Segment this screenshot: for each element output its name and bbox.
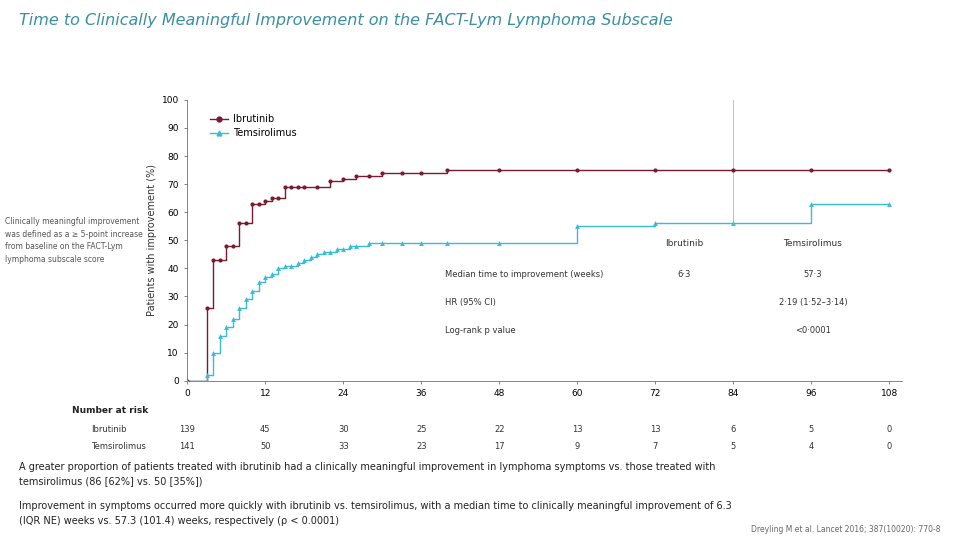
Text: 57·3: 57·3 (804, 270, 823, 279)
Text: 50: 50 (260, 442, 271, 451)
Legend: Ibrutinib, Temsirolimus: Ibrutinib, Temsirolimus (206, 110, 300, 142)
Text: Log-rank p value: Log-rank p value (444, 326, 516, 335)
Text: 22: 22 (494, 425, 505, 434)
Text: 13: 13 (572, 425, 583, 434)
Text: 17: 17 (494, 442, 505, 451)
Text: Ibrutinib: Ibrutinib (91, 425, 127, 434)
Text: Ibrutinib: Ibrutinib (665, 239, 704, 248)
Text: 2·19 (1·52–3·14): 2·19 (1·52–3·14) (779, 298, 848, 307)
Text: 33: 33 (338, 442, 348, 451)
Text: HR (95% CI): HR (95% CI) (444, 298, 495, 307)
Text: Number at risk: Number at risk (72, 406, 148, 415)
Text: Time to Clinically Meaningful Improvement on the FACT-Lym Lymphoma Subscale: Time to Clinically Meaningful Improvemen… (19, 14, 673, 29)
Text: 23: 23 (416, 442, 426, 451)
Text: 141: 141 (180, 442, 195, 451)
Text: <0·0001: <0·0001 (795, 326, 831, 335)
Text: 0: 0 (887, 425, 892, 434)
Text: Temsirolimus: Temsirolimus (783, 239, 843, 248)
Text: 13: 13 (650, 425, 660, 434)
Text: 9: 9 (575, 442, 580, 451)
Text: Temsirolimus: Temsirolimus (91, 442, 146, 451)
Text: 45: 45 (260, 425, 271, 434)
Text: 30: 30 (338, 425, 348, 434)
Text: Clinically meaningful improvement
was defined as a ≥ 5-point increase
from basel: Clinically meaningful improvement was de… (5, 217, 142, 264)
Text: Dreyling M et al. Lancet 2016; 387(10020): 770-8: Dreyling M et al. Lancet 2016; 387(10020… (752, 524, 941, 534)
Text: 5: 5 (808, 425, 814, 434)
Text: A greater proportion of patients treated with ibrutinib had a clinically meaning: A greater proportion of patients treated… (19, 462, 716, 486)
Text: 0: 0 (887, 442, 892, 451)
Y-axis label: Patients with improvement (%): Patients with improvement (%) (148, 164, 157, 316)
Text: Improvement in symptoms occurred more quickly with ibrutinib vs. temsirolimus, w: Improvement in symptoms occurred more qu… (19, 501, 732, 525)
Text: 6: 6 (731, 425, 736, 434)
Text: 139: 139 (180, 425, 195, 434)
Text: 7: 7 (653, 442, 658, 451)
Text: 6·3: 6·3 (678, 270, 691, 279)
Text: Median time to improvement (weeks): Median time to improvement (weeks) (444, 270, 603, 279)
Text: 4: 4 (808, 442, 814, 451)
Text: 5: 5 (731, 442, 736, 451)
Text: 25: 25 (416, 425, 426, 434)
